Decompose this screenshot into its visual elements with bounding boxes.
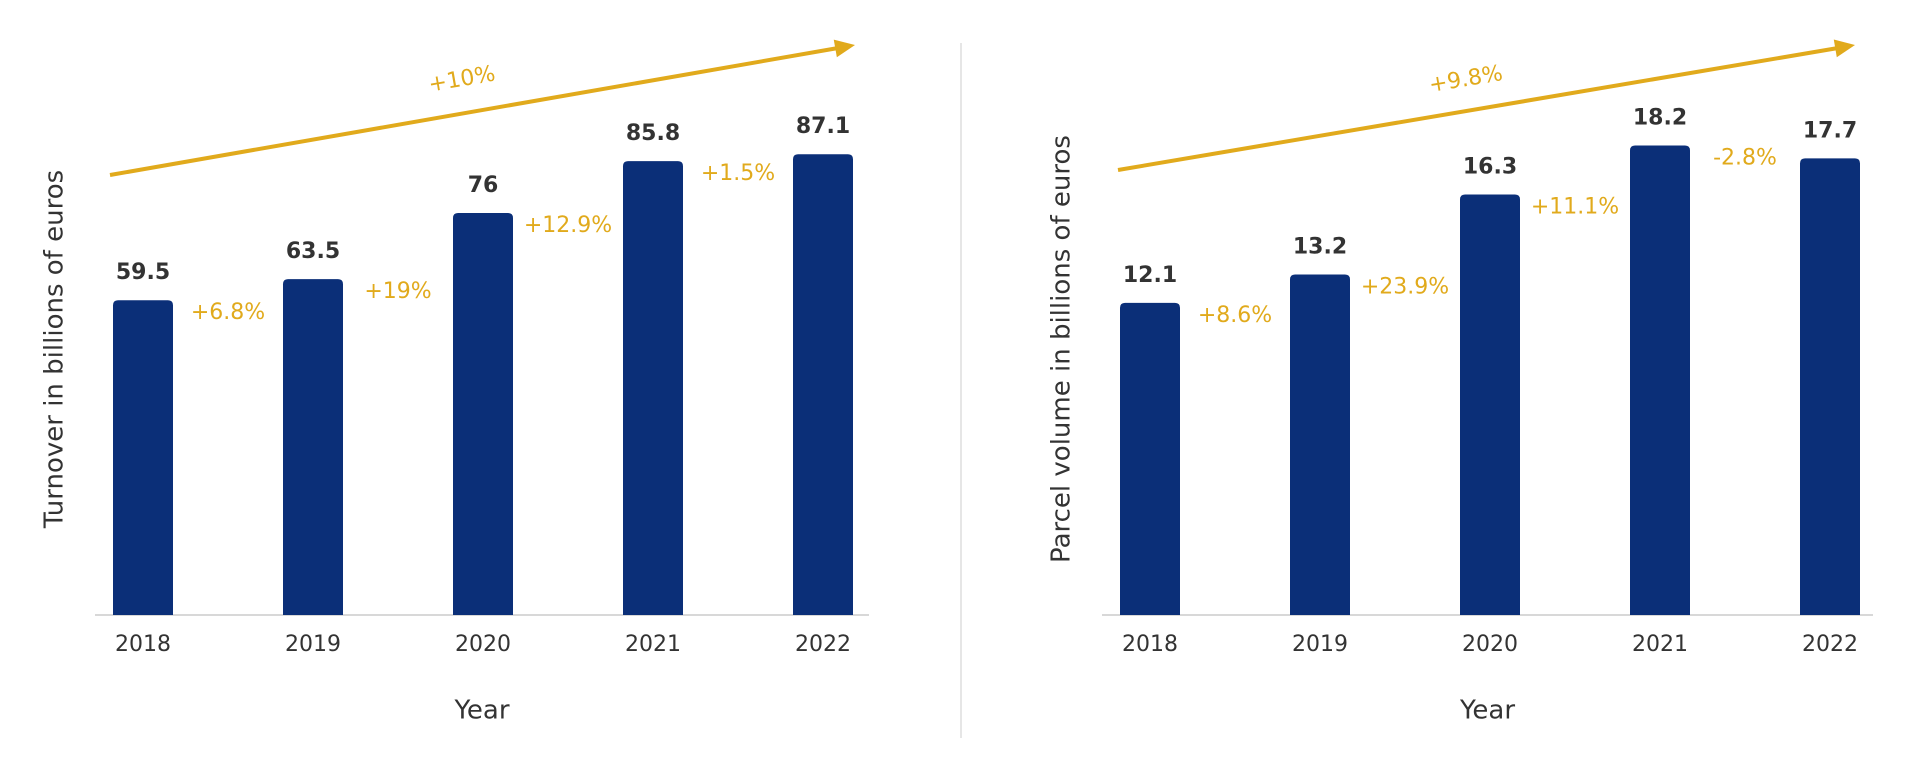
- growth-label: +8.6%: [1198, 303, 1272, 328]
- trend-arrow: [109, 45, 842, 177]
- x-tick-label: 2021: [1632, 632, 1688, 657]
- x-tick-label: 2019: [1292, 632, 1348, 657]
- bar: [793, 154, 853, 615]
- bar: [453, 212, 513, 615]
- bar: [1460, 194, 1520, 615]
- value-label: 17.7: [1803, 118, 1857, 143]
- x-tick-label: 2022: [795, 632, 851, 657]
- x-tick-label: 2018: [1122, 632, 1178, 657]
- x-axis-title: Year: [453, 696, 509, 726]
- value-label: 13.2: [1293, 234, 1347, 259]
- y-axis-title: Turnover in billions of euros: [40, 170, 70, 529]
- value-label: 59.5: [116, 260, 170, 285]
- y-axis-title: Parcel volume in billions of euros: [1047, 135, 1077, 563]
- bar: [1800, 158, 1860, 615]
- growth-label: +11.1%: [1531, 194, 1619, 219]
- x-axis-title: Year: [1459, 696, 1515, 726]
- growth-label: +12.9%: [524, 213, 612, 238]
- bar: [1630, 145, 1690, 615]
- bar: [623, 161, 683, 616]
- x-tick-label: 2021: [625, 632, 681, 657]
- x-tick-label: 2020: [455, 632, 511, 657]
- growth-label: -2.8%: [1713, 145, 1777, 170]
- arrow-head: [833, 39, 855, 58]
- growth-label: +1.5%: [701, 161, 775, 186]
- x-tick-label: 2019: [285, 632, 341, 657]
- x-tick-label: 2018: [115, 632, 171, 657]
- bar: [283, 279, 343, 615]
- trend-label: +10%: [427, 61, 498, 97]
- arrow-head: [1833, 39, 1855, 58]
- bar: [1120, 302, 1180, 615]
- value-label: 18.2: [1633, 105, 1687, 130]
- value-label: 16.3: [1463, 154, 1517, 179]
- trend-arrow: [1117, 45, 1842, 172]
- x-tick-label: 2022: [1802, 632, 1858, 657]
- trend-label: +9.8%: [1427, 61, 1504, 98]
- value-label: 85.8: [626, 121, 680, 146]
- growth-label: +23.9%: [1361, 274, 1449, 299]
- growth-label: +6.8%: [191, 300, 265, 325]
- bar: [113, 300, 173, 615]
- value-label: 76: [468, 173, 499, 198]
- value-label: 87.1: [796, 114, 850, 139]
- bar: [1290, 274, 1350, 615]
- value-label: 12.1: [1123, 263, 1177, 288]
- value-label: 63.5: [286, 239, 340, 264]
- x-tick-label: 2020: [1462, 632, 1518, 657]
- growth-label: +19%: [364, 279, 431, 304]
